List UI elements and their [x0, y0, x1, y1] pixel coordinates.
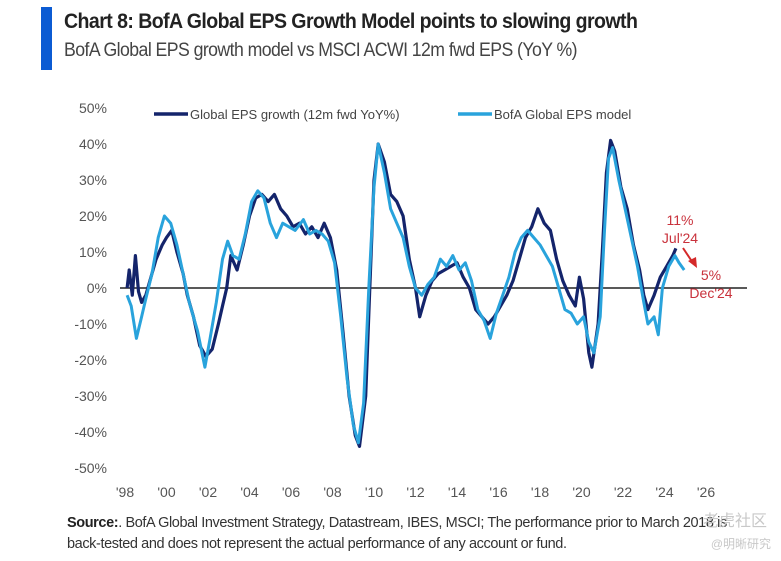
series-line-bofa-eps-model — [125, 142, 686, 445]
annotation-dec24-value: 5% — [701, 267, 721, 283]
annotations: 11% Jul'24 5% Dec'24 — [662, 212, 733, 301]
legend-label-actual: Global EPS growth (12m fwd YoY%) — [190, 107, 400, 122]
x-tick-label: '16 — [489, 484, 507, 500]
y-axis-ticks: 50% 40% 30% 20% 10% 0% -10% -20% -30% -40% -50% — [74, 100, 107, 476]
series-layer — [125, 138, 686, 448]
x-tick-label: '04 — [240, 484, 258, 500]
y-tick-label: -10% — [74, 316, 107, 332]
x-axis-ticks: '98 '00 '02 '04 '06 '08 '10 '12 '14 '16 '18 '20 '22 '… — [116, 484, 715, 500]
y-tick-label: 40% — [79, 136, 107, 152]
x-tick-label: '02 — [199, 484, 217, 500]
line-chart: 50% 40% 30% 20% 10% 0% -10% -20% -30% -40% -50% '9… — [74, 100, 747, 500]
x-tick-label: '20 — [572, 484, 590, 500]
x-tick-label: '14 — [448, 484, 466, 500]
source-text: . BofA Global Investment Strategy, Datas… — [67, 515, 727, 552]
y-tick-label: 20% — [79, 208, 107, 224]
series-line-global-eps-growth — [125, 138, 678, 448]
y-tick-label: -20% — [74, 352, 107, 368]
x-tick-label: '10 — [365, 484, 383, 500]
chart-title: Chart 8: BofA Global EPS Growth Model po… — [64, 10, 638, 33]
chart-subtitle: BofA Global EPS growth model vs MSCI ACW… — [64, 40, 578, 61]
annotation-jul24-date: Jul'24 — [662, 230, 698, 246]
x-tick-label: '08 — [323, 484, 341, 500]
y-tick-label: 10% — [79, 244, 107, 260]
x-tick-label: '26 — [697, 484, 715, 500]
y-tick-label: -40% — [74, 424, 107, 440]
y-tick-label: 0% — [87, 280, 107, 296]
watermark-tiger: 老虎社区 — [702, 513, 767, 530]
legend-label-model: BofA Global EPS model — [494, 107, 631, 122]
x-tick-label: '12 — [406, 484, 424, 500]
x-tick-label: '22 — [614, 484, 632, 500]
watermark-author: @明晰研究 — [710, 537, 771, 551]
y-tick-label: 30% — [79, 172, 107, 188]
annotation-jul24-value: 11% — [667, 212, 694, 228]
x-tick-label: '18 — [531, 484, 549, 500]
x-tick-label: '98 — [116, 484, 134, 500]
x-tick-label: '24 — [655, 484, 673, 500]
y-tick-label: -30% — [74, 388, 107, 404]
x-tick-label: '00 — [157, 484, 175, 500]
y-tick-label: -50% — [74, 460, 107, 476]
accent-bar — [41, 7, 52, 70]
x-tick-label: '06 — [282, 484, 300, 500]
legend: Global EPS growth (12m fwd YoY%) BofA Gl… — [154, 107, 631, 122]
red-arrow-icon — [682, 247, 697, 268]
y-tick-label: 50% — [79, 100, 107, 116]
annotation-dec24-date: Dec'24 — [689, 285, 732, 301]
source-label: Source: — [67, 515, 119, 531]
source-note: Source:. BofA Global Investment Strategy… — [67, 513, 757, 555]
